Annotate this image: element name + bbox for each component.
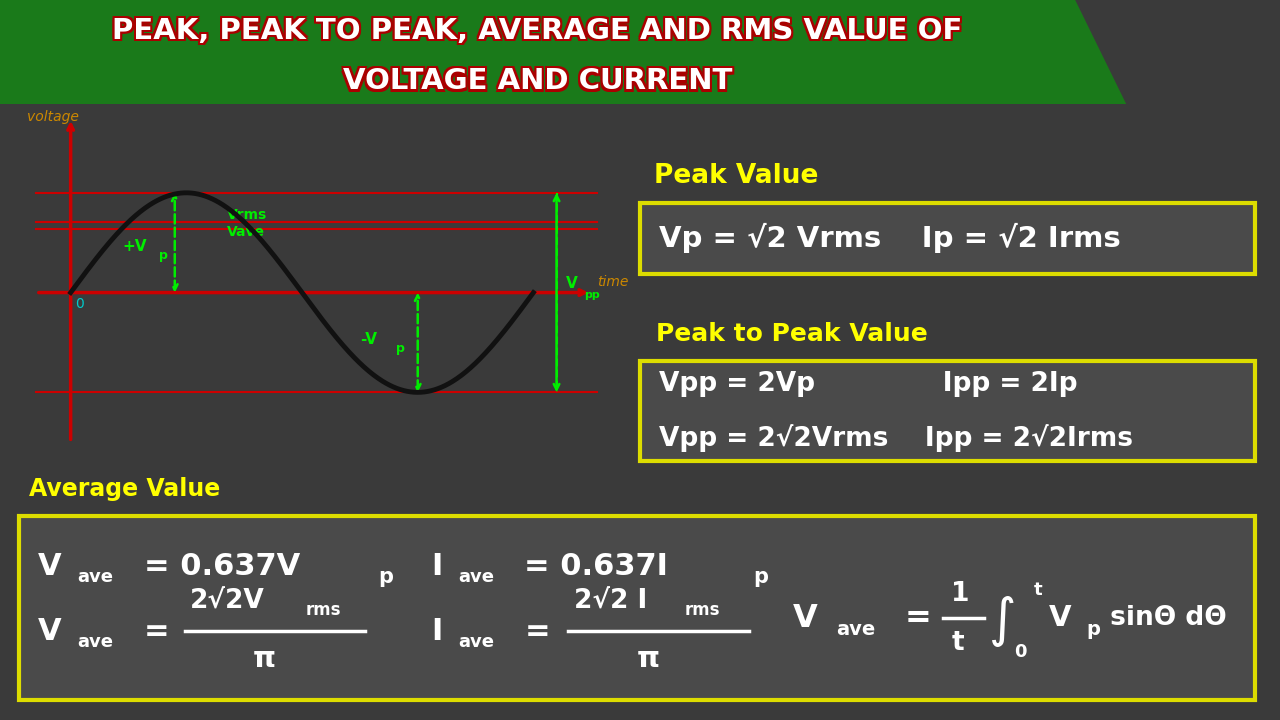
Text: p: p: [1085, 620, 1100, 639]
Text: time: time: [596, 274, 628, 289]
Text: PEAK, PEAK TO PEAK, AVERAGE AND RMS VALUE OF: PEAK, PEAK TO PEAK, AVERAGE AND RMS VALU…: [113, 15, 963, 43]
Text: ave: ave: [78, 568, 114, 586]
Text: =: =: [905, 603, 932, 634]
Text: 0: 0: [76, 297, 84, 310]
Text: ave: ave: [837, 620, 876, 639]
Text: Vrms: Vrms: [227, 208, 268, 222]
Text: ∫: ∫: [988, 595, 1016, 647]
Text: =: =: [143, 616, 169, 646]
Text: 2√2 I: 2√2 I: [575, 589, 648, 615]
Text: =: =: [525, 616, 550, 646]
Text: π: π: [637, 645, 660, 673]
Text: p: p: [159, 248, 168, 261]
Text: VOLTAGE AND CURRENT: VOLTAGE AND CURRENT: [343, 68, 732, 96]
Text: VOLTAGE AND CURRENT: VOLTAGE AND CURRENT: [340, 66, 730, 94]
Text: VOLTAGE AND CURRENT: VOLTAGE AND CURRENT: [340, 70, 730, 97]
FancyBboxPatch shape: [640, 202, 1254, 274]
Text: PEAK, PEAK TO PEAK, AVERAGE AND RMS VALUE OF: PEAK, PEAK TO PEAK, AVERAGE AND RMS VALU…: [113, 19, 963, 48]
Text: VOLTAGE AND CURRENT: VOLTAGE AND CURRENT: [343, 66, 732, 94]
Text: Average Value: Average Value: [29, 477, 220, 501]
FancyBboxPatch shape: [19, 516, 1254, 701]
Text: Peak Value: Peak Value: [654, 163, 819, 189]
Text: Peak to Peak Value: Peak to Peak Value: [657, 322, 928, 346]
Text: p: p: [379, 567, 393, 588]
Text: sinΘ dΘ: sinΘ dΘ: [1101, 605, 1226, 631]
Text: PEAK, PEAK TO PEAK, AVERAGE AND RMS VALUE OF: PEAK, PEAK TO PEAK, AVERAGE AND RMS VALU…: [110, 19, 961, 48]
Text: PEAK, PEAK TO PEAK, AVERAGE AND RMS VALUE OF: PEAK, PEAK TO PEAK, AVERAGE AND RMS VALU…: [113, 17, 963, 45]
Text: V: V: [792, 603, 818, 634]
Text: PEAK, PEAK TO PEAK, AVERAGE AND RMS VALUE OF: PEAK, PEAK TO PEAK, AVERAGE AND RMS VALU…: [114, 19, 965, 48]
Text: V: V: [566, 276, 577, 291]
Text: voltage: voltage: [27, 110, 78, 124]
Text: t: t: [951, 630, 964, 656]
Text: p: p: [753, 567, 768, 588]
Text: V: V: [1048, 604, 1071, 632]
Text: VOLTAGE AND CURRENT: VOLTAGE AND CURRENT: [346, 70, 735, 97]
Text: I: I: [431, 552, 443, 581]
Text: VOLTAGE AND CURRENT: VOLTAGE AND CURRENT: [346, 68, 735, 96]
Text: V: V: [38, 552, 61, 581]
Text: VOLTAGE AND CURRENT: VOLTAGE AND CURRENT: [346, 66, 735, 94]
Polygon shape: [0, 0, 1126, 104]
Text: = 0.637I: = 0.637I: [525, 552, 668, 581]
FancyBboxPatch shape: [640, 361, 1254, 462]
Text: PEAK, PEAK TO PEAK, AVERAGE AND RMS VALUE OF: PEAK, PEAK TO PEAK, AVERAGE AND RMS VALU…: [110, 17, 961, 45]
Text: ave: ave: [458, 633, 494, 651]
Text: PEAK, PEAK TO PEAK, AVERAGE AND RMS VALUE OF: PEAK, PEAK TO PEAK, AVERAGE AND RMS VALU…: [114, 15, 965, 43]
Text: -V: -V: [360, 333, 376, 348]
Text: ave: ave: [78, 633, 114, 651]
Text: 1: 1: [951, 581, 970, 607]
Text: = 0.637V: = 0.637V: [143, 552, 300, 581]
Text: Vave: Vave: [227, 225, 265, 239]
Text: π: π: [252, 645, 275, 673]
Text: +V: +V: [123, 238, 147, 253]
Text: VOLTAGE AND CURRENT: VOLTAGE AND CURRENT: [343, 70, 732, 97]
Text: I: I: [431, 616, 443, 646]
Text: rms: rms: [685, 601, 719, 619]
Text: p: p: [396, 343, 404, 356]
Text: VOLTAGE AND CURRENT: VOLTAGE AND CURRENT: [340, 68, 730, 96]
Text: 2√2V: 2√2V: [189, 589, 265, 615]
Text: 0: 0: [1014, 644, 1027, 662]
Text: ave: ave: [458, 568, 494, 586]
Text: pp: pp: [585, 289, 600, 300]
Text: Vpp = 2Vp              Ipp = 2Ip: Vpp = 2Vp Ipp = 2Ip: [659, 372, 1078, 397]
Text: PEAK, PEAK TO PEAK, AVERAGE AND RMS VALUE OF: PEAK, PEAK TO PEAK, AVERAGE AND RMS VALU…: [114, 17, 965, 45]
Text: rms: rms: [306, 601, 342, 619]
Text: V: V: [38, 616, 61, 646]
Text: Vpp = 2√2Vrms    Ipp = 2√2Irms: Vpp = 2√2Vrms Ipp = 2√2Irms: [659, 424, 1133, 451]
Text: Vp = √2 Vrms    Ip = √2 Irms: Vp = √2 Vrms Ip = √2 Irms: [659, 223, 1120, 253]
Text: PEAK, PEAK TO PEAK, AVERAGE AND RMS VALUE OF: PEAK, PEAK TO PEAK, AVERAGE AND RMS VALU…: [110, 15, 961, 43]
Text: t: t: [1034, 581, 1042, 599]
